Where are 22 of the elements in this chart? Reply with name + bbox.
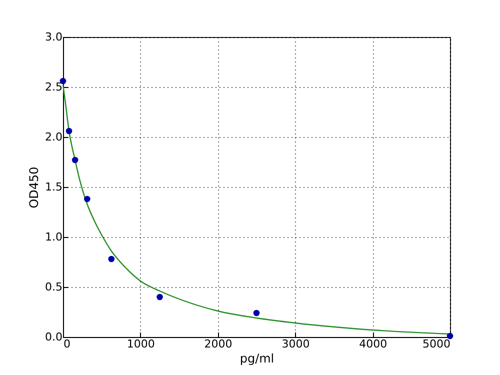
y-tick-label: 0.0 bbox=[45, 330, 62, 344]
point bbox=[66, 128, 72, 134]
y-tick-label: 2.0 bbox=[45, 130, 62, 144]
y-tick-label: 1.0 bbox=[45, 230, 62, 244]
x-tick-label: 0 bbox=[64, 338, 70, 350]
point bbox=[156, 294, 163, 300]
point bbox=[84, 196, 90, 202]
x-tick-label: 2000 bbox=[204, 338, 232, 350]
y-axis-title: OD450 bbox=[27, 166, 42, 208]
y-tick-label: 1.5 bbox=[45, 180, 62, 194]
x-tick-label: 5000 bbox=[422, 338, 450, 350]
y-tick-label: 0.5 bbox=[45, 280, 62, 294]
y-tick-label: 2.5 bbox=[45, 80, 62, 94]
y-tick-label: 3.0 bbox=[45, 30, 62, 44]
x-tick-label: 1000 bbox=[126, 338, 155, 350]
point bbox=[108, 256, 115, 262]
point bbox=[446, 332, 454, 340]
x-axis-title: pg/ml bbox=[240, 352, 274, 366]
point bbox=[253, 310, 260, 316]
point bbox=[72, 156, 78, 164]
x-tick-label: 3000 bbox=[282, 338, 310, 350]
x-tick-label: 4000 bbox=[359, 338, 388, 350]
